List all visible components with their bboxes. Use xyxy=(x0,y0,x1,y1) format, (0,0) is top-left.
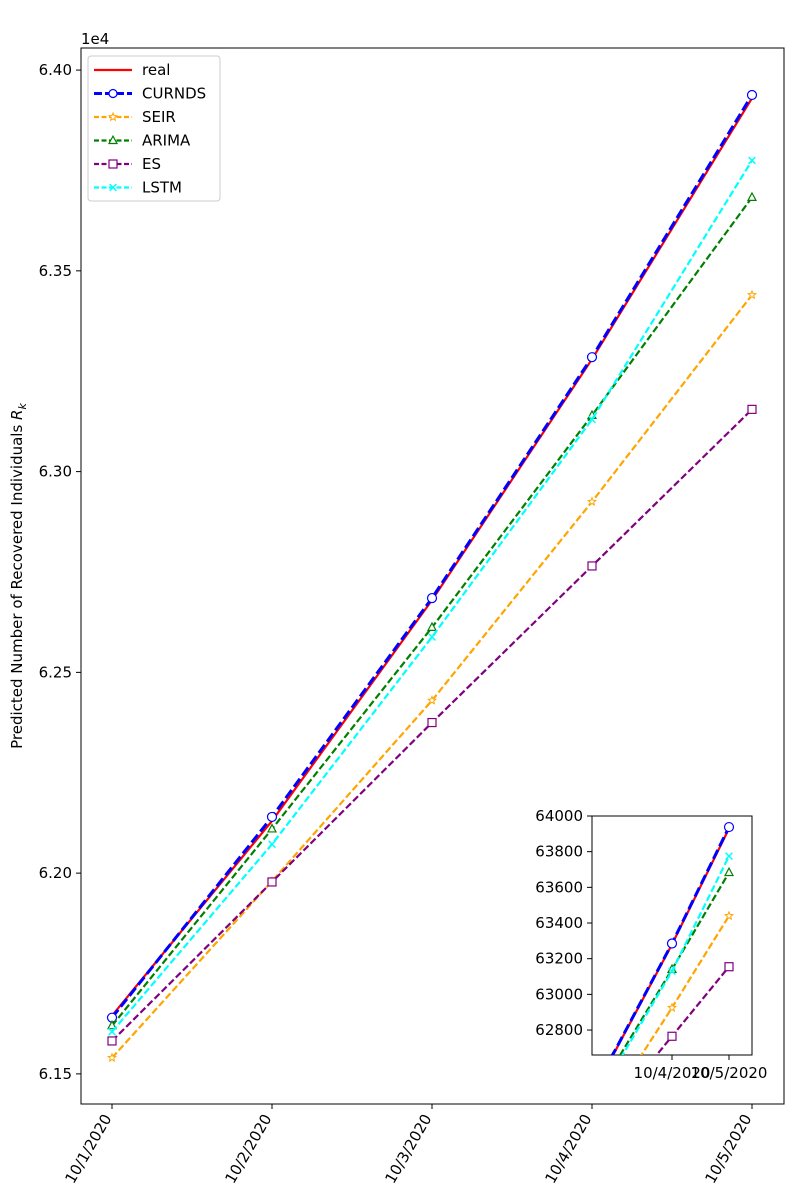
series-marker-arima xyxy=(426,621,438,631)
legend-label-curnds: CURNDS xyxy=(142,85,206,103)
y-tick-label: 6.30 xyxy=(39,463,72,481)
inset-series-line-lstm xyxy=(621,855,730,1055)
inset-x-tick-label: 10/4/2020 xyxy=(634,1064,711,1082)
inset-series-marker-es xyxy=(724,962,734,972)
inset-y-tick-label: 63600 xyxy=(535,878,583,896)
series-marker-es xyxy=(587,561,597,571)
series-marker-lstm xyxy=(268,840,276,849)
main-y-ticks: 6.15 6.20 6.25 6.30 6.35 6.40 xyxy=(39,61,81,1083)
inset-series-line-es xyxy=(655,966,730,1055)
series-marker-arima xyxy=(106,1020,118,1030)
legend-marker-es xyxy=(108,159,118,169)
series-marker-es xyxy=(427,717,437,728)
main-series xyxy=(106,89,758,1063)
legend-item-arima: ARIMA xyxy=(94,132,191,150)
legend-marker-lstm xyxy=(109,183,117,192)
inset-series-marker-lstm xyxy=(668,967,676,976)
inset-axes-frame xyxy=(591,815,753,1056)
legend-marker-arima xyxy=(107,134,119,145)
legend-label-arima: ARIMA xyxy=(142,132,191,150)
inset-series-marker-curnds xyxy=(666,938,678,949)
inset-series-lstm xyxy=(621,852,733,1055)
legend-label-es: ES xyxy=(142,155,161,173)
inset-y-ticks: 62800 63000 63200 63400 63600 63800 64000 xyxy=(535,807,592,1039)
series-marker-lstm xyxy=(428,633,436,641)
y-tick-label: 6.25 xyxy=(39,663,72,681)
inset-y-tick-label: 64000 xyxy=(535,807,583,825)
series-marker-es xyxy=(267,877,277,887)
inset-series-curnds xyxy=(610,821,735,1055)
inset-series-marker-lstm xyxy=(725,852,733,861)
series-marker-seir xyxy=(746,289,758,300)
inset-series-line-seir xyxy=(640,915,730,1055)
series-lstm xyxy=(108,156,756,1036)
legend-item-lstm: LSTM xyxy=(94,179,182,197)
series-es xyxy=(107,404,757,1046)
series-marker-seir xyxy=(426,695,438,705)
legend-item-real: real xyxy=(94,61,170,79)
series-marker-curnds xyxy=(586,352,598,363)
inset-y-tick-label: 63200 xyxy=(535,950,583,968)
legend-label-lstm: LSTM xyxy=(142,179,182,197)
inset-series-marker-es xyxy=(667,1031,677,1041)
series-marker-lstm xyxy=(748,156,756,165)
inset-series-seir xyxy=(640,910,735,1055)
series-curnds xyxy=(106,89,758,1023)
series-marker-arima xyxy=(746,191,758,201)
inset-y-tick-label: 63000 xyxy=(535,985,583,1003)
y-tick-label: 6.35 xyxy=(39,262,72,280)
inset-series-marker-seir xyxy=(723,910,735,921)
inset-y-tick-label: 63400 xyxy=(535,914,583,932)
inset-series-marker-seir xyxy=(666,1002,678,1013)
series-marker-es xyxy=(107,1036,117,1046)
series-marker-seir xyxy=(586,496,598,507)
series-line-seir xyxy=(111,294,753,1059)
inset-x-tick-label: 10/5/2020 xyxy=(691,1064,768,1082)
inset-y-tick-label: 62800 xyxy=(535,1021,583,1039)
inset-y-tick-label: 63800 xyxy=(535,843,583,861)
y-axis-label: Predicted Number of Recovered Individual… xyxy=(8,403,29,749)
series-line-lstm xyxy=(111,159,753,1033)
legend-item-curnds: CURNDS xyxy=(94,85,206,103)
legend: real CURNDS SEIR ARIMA ES LSTM xyxy=(87,55,221,202)
series-marker-es xyxy=(747,404,757,414)
y-offset-label: 1e4 xyxy=(81,30,109,48)
legend-marker-seir xyxy=(107,111,119,122)
series-marker-seir xyxy=(106,1052,118,1063)
series-marker-arima xyxy=(266,823,278,833)
series-marker-curnds xyxy=(746,89,758,101)
legend-marker-curnds xyxy=(108,88,118,99)
inset-series-marker-arima xyxy=(723,866,735,877)
legend-item-es: ES xyxy=(94,155,161,173)
inset-series xyxy=(610,821,735,1055)
inset-series-line-curnds xyxy=(610,826,731,1055)
y-tick-label: 6.40 xyxy=(39,61,72,79)
legend-label-real: real xyxy=(142,61,170,79)
inset-series-marker-curnds xyxy=(723,821,735,833)
y-tick-label: 6.20 xyxy=(39,864,72,882)
series-marker-curnds xyxy=(266,811,278,823)
y-tick-label: 6.15 xyxy=(39,1065,72,1083)
legend-item-seir: SEIR xyxy=(94,108,176,126)
legend-label-seir: SEIR xyxy=(142,108,176,126)
series-marker-lstm xyxy=(108,1027,116,1036)
series-marker-curnds xyxy=(426,592,438,604)
series-marker-lstm xyxy=(588,415,596,424)
inset-series-es xyxy=(655,962,734,1055)
